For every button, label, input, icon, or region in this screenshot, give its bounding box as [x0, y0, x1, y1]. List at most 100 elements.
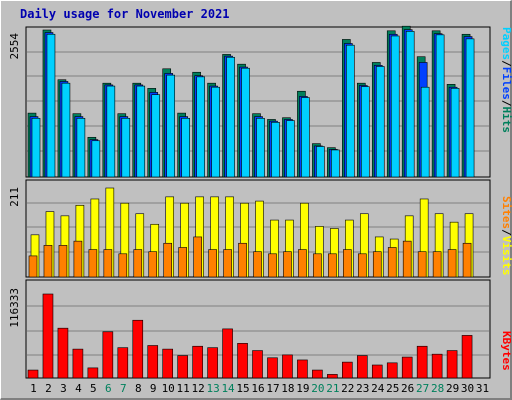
- sites-bar: [43, 245, 53, 278]
- pages-bar: [420, 86, 430, 178]
- kbytes-bar: [252, 350, 263, 379]
- x-tick-label: 9: [150, 382, 157, 395]
- sites-bar: [58, 245, 68, 278]
- sites-bar: [208, 249, 217, 278]
- kbytes-bar: [237, 343, 248, 379]
- x-tick-label: 18: [281, 382, 294, 395]
- kbytes-bar: [177, 355, 188, 379]
- legend-item: KBytes: [500, 331, 512, 371]
- pages-bar: [211, 86, 220, 178]
- x-tick-label: 25: [386, 382, 399, 395]
- sites-bar: [253, 251, 262, 278]
- sites-bar: [148, 251, 158, 278]
- sites-bar: [372, 251, 382, 278]
- pages-bar: [196, 76, 205, 178]
- pages-bar: [61, 82, 71, 178]
- pages-bar: [166, 74, 176, 178]
- x-tick-label: 2: [45, 382, 52, 395]
- kbytes-bar: [132, 319, 144, 379]
- kbytes-bar: [117, 347, 129, 379]
- kbytes-bar: [267, 357, 278, 379]
- x-tick-label: 4: [75, 382, 82, 395]
- x-tick-label: 3: [60, 382, 67, 395]
- pages-bar: [331, 149, 340, 178]
- kbytes-bar: [87, 367, 99, 379]
- pages-bar: [375, 66, 385, 178]
- sites-bar: [447, 249, 457, 278]
- x-tick-label: 21: [326, 382, 339, 395]
- sites-bar: [328, 253, 337, 278]
- kbytes-bar: [431, 353, 443, 379]
- y-axis-max-label: 2554: [8, 33, 21, 60]
- pages-bar: [271, 122, 280, 178]
- legend-item: /: [500, 229, 512, 236]
- sites-bar: [223, 249, 232, 278]
- sites-bar: [88, 249, 98, 278]
- kbytes-bar: [371, 364, 383, 379]
- x-tick-label: 10: [162, 382, 175, 395]
- kbytes-bar: [207, 347, 218, 379]
- pages-bar: [360, 86, 370, 178]
- sites-bar: [28, 255, 38, 278]
- x-tick-label: 30: [461, 382, 474, 395]
- legend-item: /: [500, 60, 512, 67]
- pages-bar: [241, 67, 250, 178]
- kbytes-bar: [461, 335, 473, 379]
- x-tick-label: 28: [431, 382, 444, 395]
- sites-bar: [238, 242, 247, 278]
- pages-bar: [151, 94, 161, 178]
- x-tick-label: 6: [105, 382, 112, 395]
- kbytes-bar: [312, 369, 323, 379]
- sites-bar: [343, 249, 352, 278]
- kbytes-bar: [327, 374, 338, 379]
- kbytes-bar: [446, 350, 458, 379]
- legend-item: Sites: [500, 196, 512, 229]
- sites-bar: [357, 253, 367, 278]
- x-tick-label: 11: [177, 382, 190, 395]
- kbytes-bar: [42, 293, 54, 379]
- kbytes-bar: [342, 361, 353, 379]
- kbytes-bar: [282, 354, 293, 379]
- pages-bar: [106, 85, 116, 178]
- pages-bar: [91, 140, 101, 178]
- legend-item: /: [500, 100, 512, 107]
- sites-bar: [313, 253, 322, 278]
- legend-item: Visits: [500, 236, 512, 276]
- kbytes-bar: [27, 369, 39, 379]
- y-axis-max-label: 211: [8, 187, 21, 207]
- kbytes-bar: [356, 355, 368, 379]
- legend-panel-1: Pages/Files/Hits: [500, 27, 512, 133]
- x-tick-label: 27: [416, 382, 429, 395]
- pages-bar: [286, 120, 295, 178]
- x-tick-label: 16: [251, 382, 264, 395]
- x-tick-label: 29: [446, 382, 459, 395]
- kbytes-bar: [147, 345, 159, 379]
- kbytes-bar: [72, 348, 84, 379]
- legend-panel-3: KBytes: [500, 331, 512, 371]
- sites-bar: [193, 236, 202, 278]
- x-tick-label: 17: [266, 382, 279, 395]
- pages-bar: [31, 117, 41, 178]
- x-tick-label: 22: [341, 382, 354, 395]
- pages-bar: [121, 117, 131, 178]
- sites-bar: [432, 251, 442, 278]
- x-tick-label: 15: [236, 382, 249, 395]
- x-tick-label: 24: [371, 382, 385, 395]
- sites-bar: [73, 240, 83, 278]
- x-tick-label: 26: [401, 382, 414, 395]
- kbytes-bar: [57, 327, 69, 379]
- pages-bar: [181, 117, 190, 178]
- kbytes-bar: [297, 359, 308, 379]
- x-tick-label: 31: [476, 382, 489, 395]
- legend-item: Hits: [500, 107, 512, 134]
- kbytes-bar: [386, 362, 398, 379]
- pages-bar: [346, 44, 355, 178]
- sites-bar: [387, 247, 397, 278]
- pages-bar: [46, 33, 56, 178]
- pages-bar: [450, 88, 460, 178]
- legend-item: Pages: [500, 27, 512, 60]
- sites-bar: [178, 247, 187, 278]
- legend-item: Files: [500, 67, 512, 100]
- sites-bar: [268, 253, 277, 278]
- x-tick-label: 19: [296, 382, 309, 395]
